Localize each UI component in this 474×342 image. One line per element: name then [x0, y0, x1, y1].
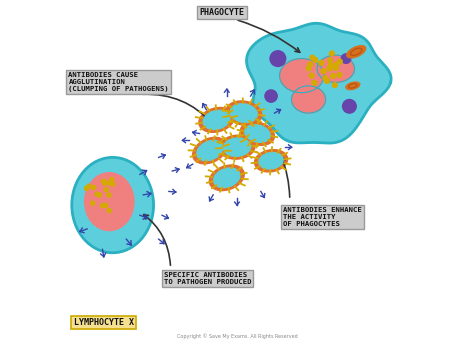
- Circle shape: [92, 185, 96, 189]
- Ellipse shape: [192, 137, 227, 164]
- Ellipse shape: [223, 138, 251, 156]
- Circle shape: [313, 57, 318, 62]
- Ellipse shape: [226, 101, 262, 125]
- Circle shape: [111, 182, 115, 186]
- Ellipse shape: [245, 124, 270, 142]
- Circle shape: [100, 204, 105, 208]
- Ellipse shape: [347, 46, 366, 58]
- Circle shape: [103, 181, 107, 185]
- Circle shape: [312, 80, 317, 85]
- Circle shape: [328, 58, 332, 63]
- Circle shape: [309, 73, 314, 78]
- Text: LYMPHOCYTE X: LYMPHOCYTE X: [73, 318, 134, 327]
- Circle shape: [319, 61, 324, 65]
- Circle shape: [98, 193, 101, 197]
- Ellipse shape: [219, 135, 255, 159]
- Circle shape: [270, 51, 286, 66]
- Ellipse shape: [280, 58, 324, 93]
- Ellipse shape: [197, 141, 223, 161]
- Circle shape: [334, 66, 338, 70]
- Circle shape: [91, 201, 95, 205]
- Ellipse shape: [255, 150, 288, 172]
- Circle shape: [332, 83, 337, 88]
- Circle shape: [103, 203, 108, 207]
- Ellipse shape: [84, 173, 134, 231]
- Circle shape: [329, 51, 334, 56]
- Circle shape: [107, 209, 111, 213]
- Circle shape: [337, 59, 342, 64]
- Text: ANTIBODIES ENHANCE
THE ACTIVITY
OF PHAGOCYTES: ANTIBODIES ENHANCE THE ACTIVITY OF PHAGO…: [283, 207, 362, 227]
- Ellipse shape: [230, 104, 257, 122]
- Ellipse shape: [259, 153, 283, 169]
- Ellipse shape: [292, 86, 326, 113]
- Text: Copyright © Save My Exams. All Rights Reserved: Copyright © Save My Exams. All Rights Re…: [177, 333, 297, 339]
- Circle shape: [334, 63, 338, 67]
- Ellipse shape: [346, 82, 360, 90]
- Ellipse shape: [214, 168, 240, 188]
- Circle shape: [306, 66, 311, 71]
- Ellipse shape: [240, 122, 274, 145]
- Circle shape: [328, 63, 333, 68]
- Text: SPECIFIC ANTIBODIES
TO PATHOGEN PRODUCED: SPECIFIC ANTIBODIES TO PATHOGEN PRODUCED: [164, 272, 251, 285]
- Circle shape: [109, 177, 114, 182]
- Circle shape: [265, 90, 277, 102]
- Text: ANTIBODIES CAUSE
AGGLUTINATION
(CLUMPING OF PATHOGENS): ANTIBODIES CAUSE AGGLUTINATION (CLUMPING…: [68, 73, 169, 92]
- Circle shape: [84, 186, 89, 190]
- Circle shape: [327, 66, 332, 71]
- Text: PHAGOCYTE: PHAGOCYTE: [199, 8, 244, 17]
- Circle shape: [104, 188, 108, 192]
- Ellipse shape: [317, 55, 355, 82]
- Circle shape: [321, 69, 326, 74]
- Circle shape: [95, 192, 99, 196]
- Ellipse shape: [199, 107, 234, 132]
- Circle shape: [310, 55, 315, 60]
- Circle shape: [101, 179, 106, 183]
- Polygon shape: [246, 23, 391, 143]
- Ellipse shape: [203, 110, 230, 130]
- Circle shape: [337, 73, 342, 77]
- Circle shape: [331, 74, 336, 78]
- Circle shape: [325, 79, 329, 83]
- Ellipse shape: [210, 165, 244, 190]
- Circle shape: [323, 76, 328, 81]
- Circle shape: [341, 54, 351, 63]
- Circle shape: [87, 184, 91, 188]
- Ellipse shape: [72, 157, 154, 253]
- Circle shape: [107, 193, 111, 197]
- Circle shape: [108, 181, 111, 185]
- Circle shape: [343, 100, 356, 113]
- Circle shape: [308, 62, 312, 67]
